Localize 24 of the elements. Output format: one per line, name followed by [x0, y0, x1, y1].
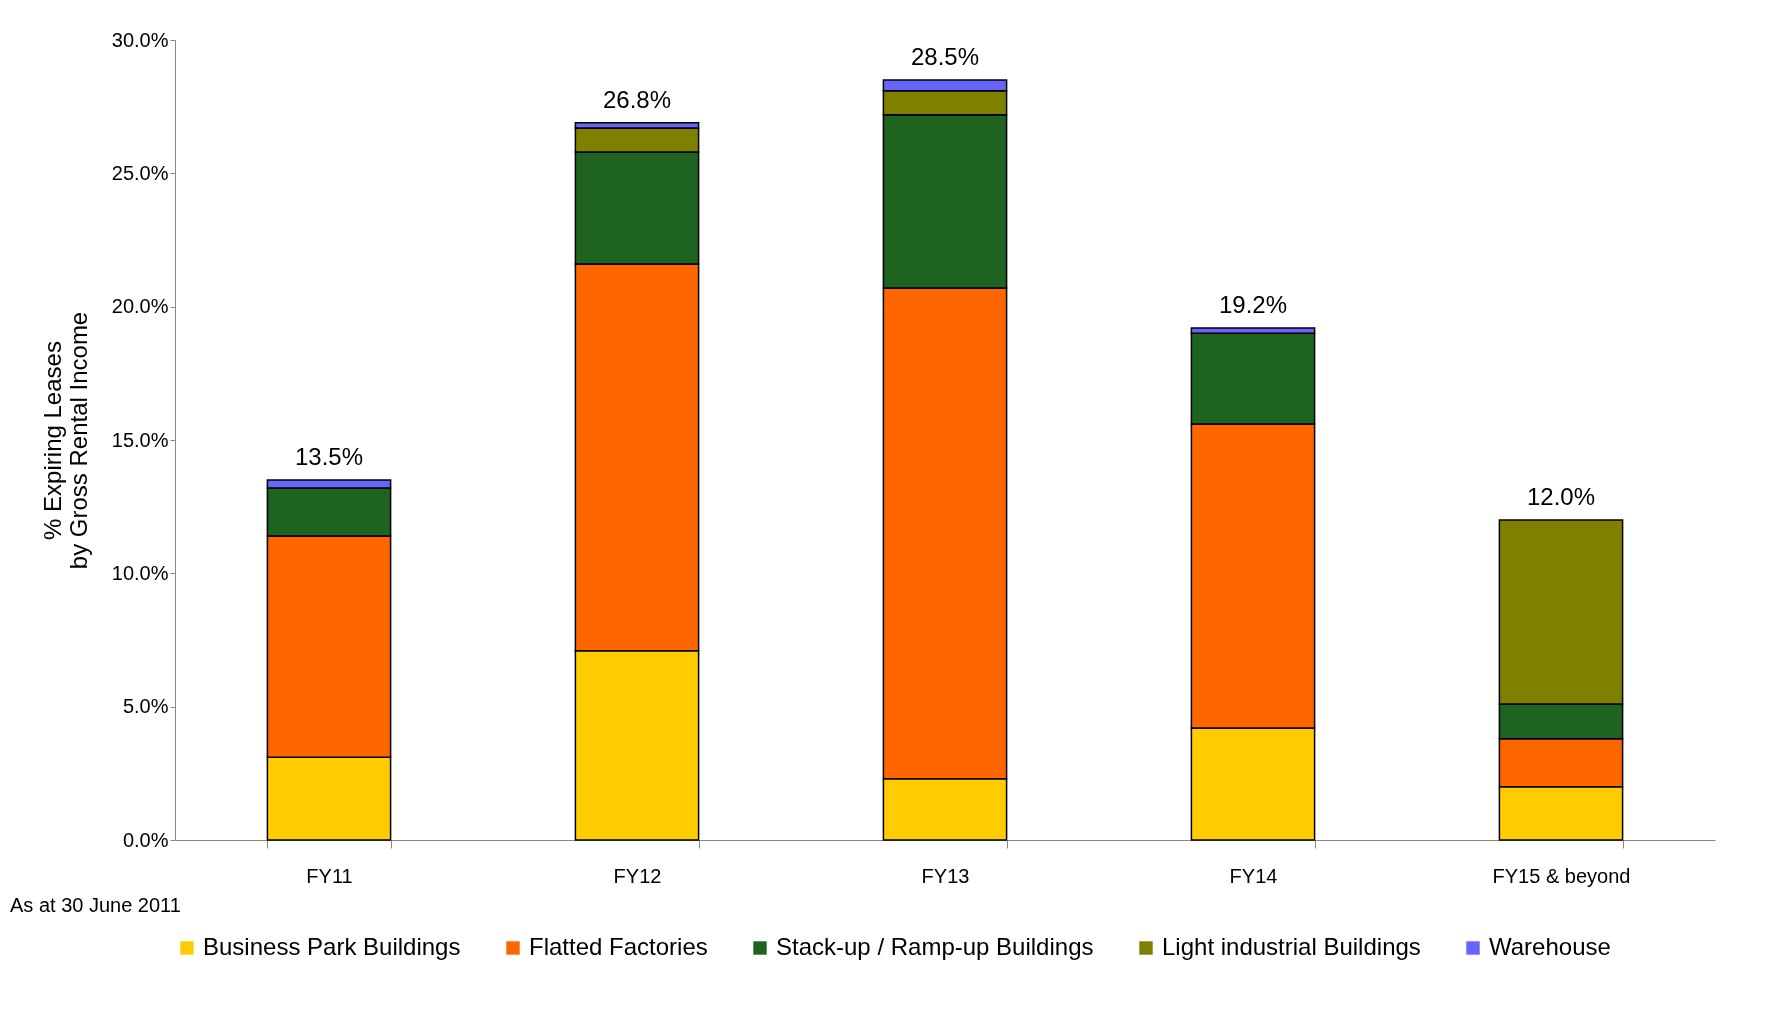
x-tick-label: FY12	[613, 864, 662, 887]
y-tick-label: 10.0%	[111, 561, 169, 584]
x-tick-label: FY11	[306, 864, 353, 887]
y-tick-label: 15.0%	[111, 428, 169, 451]
total-label: 19.2%	[1218, 291, 1288, 318]
total-label: 26.8%	[602, 85, 672, 113]
y-tick-label: 5.0%	[122, 695, 169, 718]
x-tick-label: FY14	[1229, 864, 1278, 887]
y-tick-label: 0.0%	[122, 828, 169, 851]
x-tick-label: FY15 & beyond	[1492, 864, 1631, 887]
y-tick-label: 25.0%	[111, 161, 169, 184]
text: As at 30 June 2011	[10, 894, 181, 916]
legend-label: Warehouse	[1489, 933, 1611, 960]
y-tick-label: 30.0%	[111, 28, 169, 51]
total-label: 13.5%	[294, 443, 364, 470]
total-label: 12.0%	[1526, 483, 1596, 510]
legend-label: Light industrial Buildings	[1162, 933, 1421, 960]
total-label: 28.5%	[910, 43, 980, 70]
legend-label: Flatted Factories	[529, 933, 708, 960]
y-axis-title: % Expiring Leases by Gross Rental Income	[38, 311, 92, 570]
legend-label: Stack-up / Ramp-up Buildings	[776, 933, 1094, 960]
legend-label: Business Park Buildings	[203, 933, 461, 960]
y-tick-label: 20.0%	[111, 295, 169, 318]
x-tick-label: FY13	[921, 864, 970, 887]
